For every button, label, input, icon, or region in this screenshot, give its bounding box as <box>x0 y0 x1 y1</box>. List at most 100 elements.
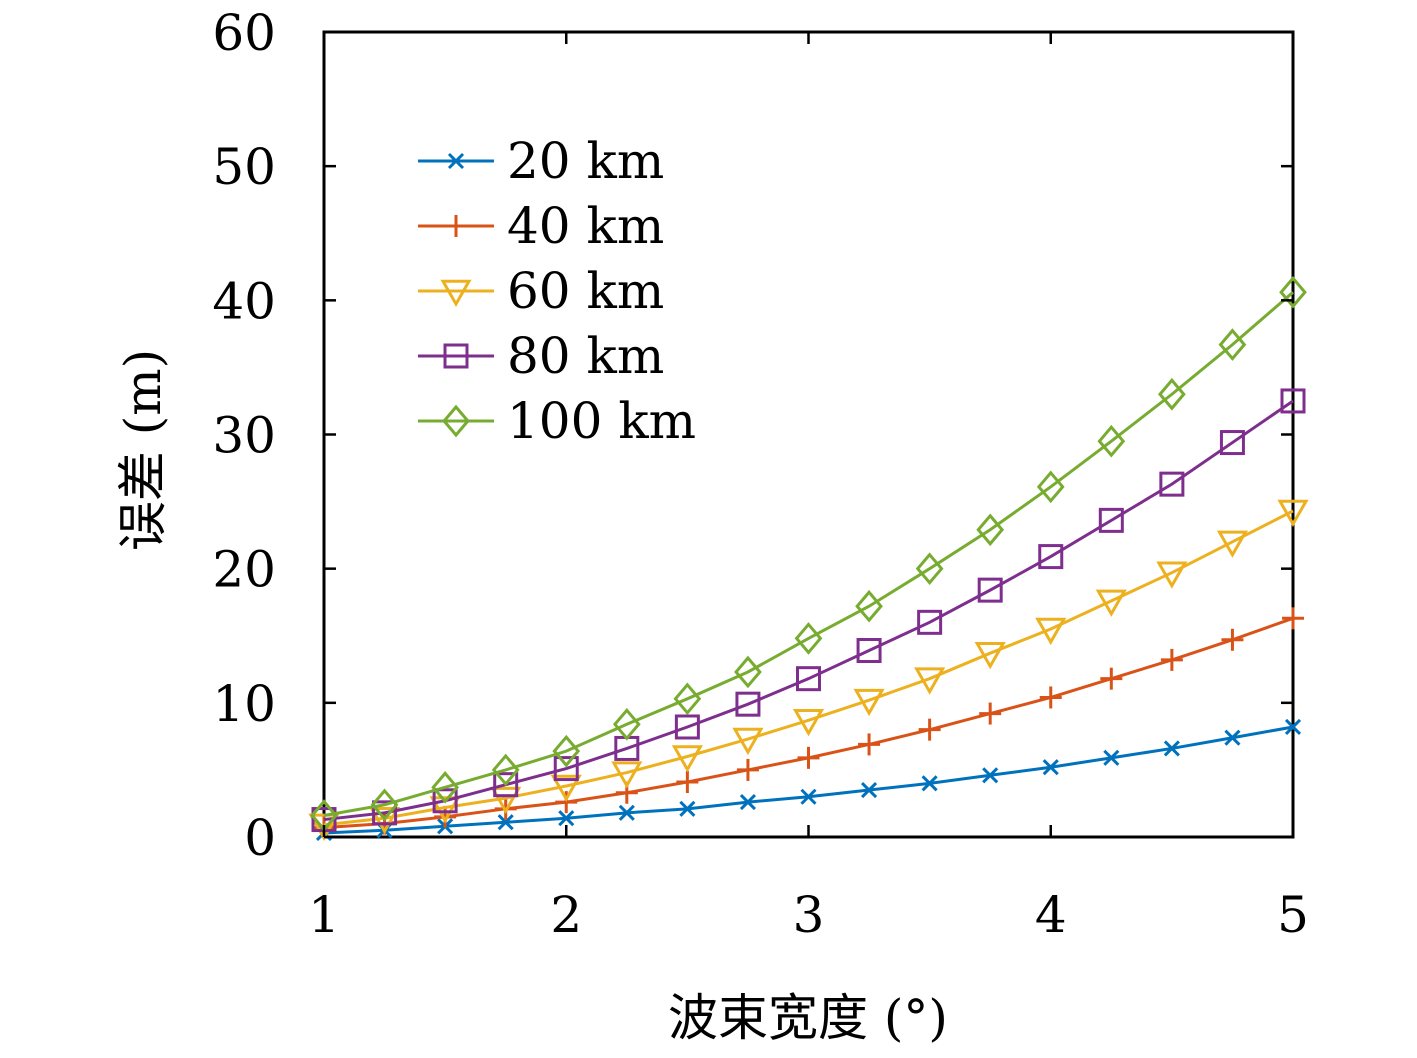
marker-stroke <box>982 767 999 784</box>
y-tick-label: 20 <box>212 541 276 599</box>
data-point <box>982 767 999 784</box>
data-point <box>1277 499 1309 527</box>
data-point <box>1035 617 1067 646</box>
data-point <box>612 707 641 741</box>
data-point <box>732 727 764 756</box>
data-point <box>1098 507 1124 533</box>
legend-label: 80 km <box>507 327 664 385</box>
series-0 <box>315 718 1302 842</box>
x-tick-label: 4 <box>1035 886 1067 944</box>
legend-entry-0: 20 km <box>418 132 664 190</box>
data-point <box>800 788 817 805</box>
data-point <box>976 513 1005 547</box>
data-point <box>368 806 401 835</box>
data-point <box>734 655 762 689</box>
marker-stroke <box>679 800 696 817</box>
marker-stroke <box>800 788 817 805</box>
legend-marker <box>440 279 472 308</box>
data-point <box>1284 718 1302 736</box>
data-point <box>917 609 943 635</box>
y-tick-label: 0 <box>244 809 276 867</box>
data-point <box>1097 424 1126 458</box>
data-point <box>797 746 820 769</box>
plot-border <box>322 30 1295 839</box>
data-point <box>739 794 756 811</box>
marker-stroke <box>921 775 938 792</box>
y-tick-label: 30 <box>212 407 276 465</box>
x-tick-label: 3 <box>793 886 825 944</box>
marker-stroke <box>739 794 756 811</box>
marker-stroke <box>497 814 514 831</box>
legend-marker <box>442 404 470 438</box>
data-point <box>1282 607 1304 630</box>
legend-marker <box>443 343 469 369</box>
legend-label: 100 km <box>507 392 696 450</box>
x-tick-label: 2 <box>550 886 582 944</box>
marker-stroke <box>1163 740 1180 757</box>
data-point <box>671 745 703 773</box>
data-point <box>558 810 575 827</box>
data-point <box>490 786 522 815</box>
data-point <box>1221 628 1244 651</box>
data-point <box>794 622 823 655</box>
data-point <box>555 791 578 814</box>
data-point <box>1038 544 1064 570</box>
marker-stroke <box>558 810 575 827</box>
legend: 20 km 40 km 60 km 80 km 100 km <box>418 132 696 450</box>
marker-stroke <box>1224 729 1241 746</box>
data-point <box>1042 759 1059 776</box>
data-point <box>552 734 581 768</box>
legend-entry-1: 40 km <box>418 197 664 255</box>
data-point <box>792 709 825 737</box>
data-point <box>676 770 699 793</box>
data-point <box>673 682 702 716</box>
data-point <box>796 666 821 692</box>
data-point <box>491 753 520 787</box>
x-tick-label: 1 <box>308 886 340 944</box>
series-layer <box>308 275 1309 842</box>
legend-entry-3: 80 km <box>418 327 664 385</box>
data-point <box>432 788 458 814</box>
marker-stroke <box>861 781 878 799</box>
data-point <box>974 641 1006 670</box>
x-axis-label: 波束宽度 (°) <box>668 989 948 1047</box>
data-point <box>1216 530 1249 558</box>
y-axis-label: 误差 (m) <box>114 349 172 551</box>
data-point <box>493 772 519 798</box>
data-point <box>1163 740 1180 757</box>
data-point <box>370 788 399 822</box>
data-point <box>1218 328 1247 361</box>
data-point <box>618 804 635 821</box>
data-point <box>915 552 944 585</box>
legend-label: 40 km <box>507 197 664 255</box>
data-point <box>1280 388 1306 414</box>
data-point <box>856 638 882 664</box>
data-point <box>1279 275 1307 309</box>
marker-stroke <box>1103 749 1120 766</box>
data-point <box>429 796 461 824</box>
data-point <box>1100 667 1123 690</box>
data-point <box>1036 470 1065 504</box>
legend-label: 20 km <box>507 132 664 190</box>
data-point <box>735 691 761 717</box>
series-line <box>323 399 1294 822</box>
data-point <box>1224 729 1241 746</box>
data-point <box>977 577 1003 603</box>
marker-stroke <box>618 804 635 821</box>
legend-marker <box>445 215 467 237</box>
data-point <box>861 781 878 799</box>
legend-label: 60 km <box>507 262 664 320</box>
data-point <box>434 805 457 828</box>
data-point <box>858 733 881 756</box>
data-point <box>1039 686 1062 709</box>
data-point <box>921 775 938 792</box>
x-tick-label: 5 <box>1277 886 1309 944</box>
data-point <box>550 774 582 803</box>
data-point <box>853 688 885 717</box>
legend-entry-4: 100 km <box>418 392 696 450</box>
marker-stroke <box>1284 718 1302 736</box>
data-point <box>855 589 883 623</box>
plot-frame <box>322 30 1295 839</box>
